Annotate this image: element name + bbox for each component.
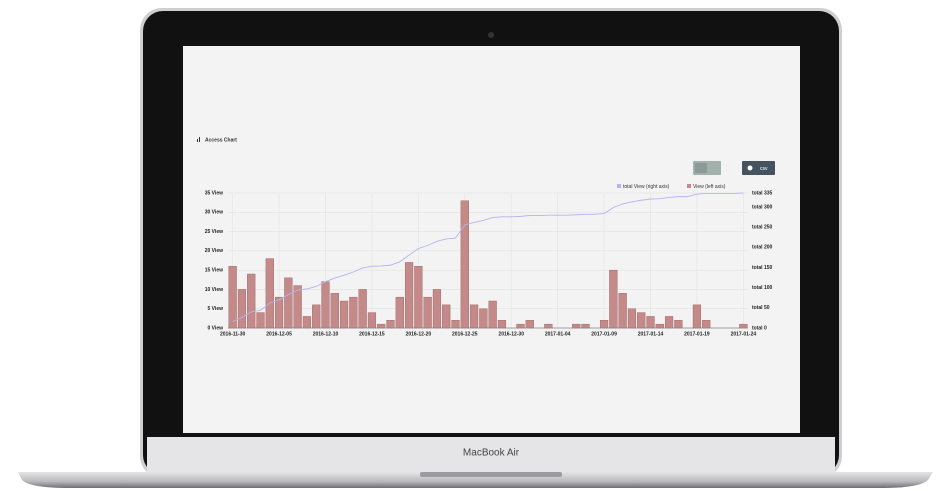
bar [544, 324, 552, 328]
x-tick-label: 2016-12-20 [406, 331, 432, 337]
bar [312, 305, 320, 328]
bar [424, 297, 432, 328]
y-tick-label: 5 View [208, 306, 224, 312]
bar [702, 320, 710, 328]
bar [582, 324, 590, 328]
y2-tick-label: total 250 [752, 225, 773, 231]
y2-tick-label: total 200 [752, 245, 773, 251]
bar [452, 320, 460, 328]
laptop-screenshot: MacBook Air Access Chart csv 0 View5 Vie… [0, 0, 951, 491]
bar [609, 270, 617, 328]
legend-entry[interactable]: total View (right axis) [623, 184, 670, 190]
y-tick-label: 30 View [205, 210, 223, 216]
y2-tick-label: total 100 [752, 285, 773, 291]
bar [405, 262, 413, 328]
bar [349, 297, 357, 328]
page: MacBook Air Access Chart csv 0 View5 Vie… [0, 0, 951, 491]
bar [238, 289, 246, 328]
x-tick-label: 2016-12-30 [498, 331, 524, 337]
bar [359, 289, 367, 328]
bar [266, 259, 274, 328]
bar [442, 305, 450, 328]
y2-tick-label: total 150 [752, 265, 773, 271]
x-tick-label: 2017-01-19 [684, 331, 710, 337]
bar [656, 324, 664, 328]
bar [377, 324, 385, 328]
bar [674, 320, 682, 328]
bar [637, 313, 645, 328]
csv-button[interactable]: csv [760, 166, 768, 172]
notch [420, 472, 562, 477]
csv-button-bg[interactable] [742, 161, 775, 175]
bar [647, 316, 655, 328]
bar [303, 316, 311, 328]
bar [340, 301, 348, 328]
bar [619, 293, 627, 328]
bar [572, 324, 580, 328]
bar [414, 266, 422, 328]
y2-tick-label: total 300 [752, 204, 773, 210]
legend-entry[interactable]: View (left axis) [693, 184, 726, 190]
bar [600, 320, 608, 328]
bar [498, 320, 506, 328]
x-tick-label: 2017-01-14 [638, 331, 664, 337]
x-tick-label: 2016-12-10 [313, 331, 339, 337]
y-tick-label: 25 View [205, 229, 223, 235]
bar-view-button[interactable] [695, 163, 707, 173]
bar [257, 313, 265, 328]
x-tick-label: 2017-01-04 [545, 331, 571, 337]
legend-swatch[interactable] [687, 184, 691, 188]
bar [275, 297, 283, 328]
device-label: MacBook Air [463, 448, 520, 459]
bar [368, 313, 376, 328]
screen [183, 46, 800, 433]
bar [517, 324, 525, 328]
y2-tick-label: total 50 [752, 305, 770, 311]
bar [693, 305, 701, 328]
panel-title: Access Chart [205, 137, 237, 143]
bar [331, 293, 339, 328]
bar [479, 309, 487, 328]
x-tick-label: 2016-12-15 [359, 331, 385, 337]
bar [433, 289, 441, 328]
y-tick-label: 35 View [205, 190, 223, 196]
x-tick-label: 2017-01-24 [731, 331, 757, 337]
bar [665, 316, 673, 328]
bar [284, 278, 292, 328]
bar [489, 301, 497, 328]
bar [247, 274, 255, 328]
bar [387, 320, 395, 328]
y-tick-label: 20 View [205, 248, 223, 254]
bar [461, 201, 469, 328]
bar [739, 324, 747, 328]
x-tick-label: 2017-01-09 [591, 331, 617, 337]
bar [470, 305, 478, 328]
bar [322, 282, 330, 328]
y-tick-label: 15 View [205, 267, 223, 273]
legend-swatch[interactable] [617, 184, 621, 188]
csv-icon [748, 166, 753, 171]
bar [628, 309, 636, 328]
camera [488, 32, 494, 38]
bar [526, 320, 534, 328]
x-tick-label: 2016-12-05 [266, 331, 292, 337]
bar [396, 297, 404, 328]
bar [229, 266, 237, 328]
x-tick-label: 2016-12-25 [452, 331, 478, 337]
y-tick-label: 10 View [205, 287, 223, 293]
y2-tick-label: total 335 [752, 190, 773, 196]
bar [294, 286, 302, 328]
x-tick-label: 2016-11-30 [220, 331, 246, 337]
